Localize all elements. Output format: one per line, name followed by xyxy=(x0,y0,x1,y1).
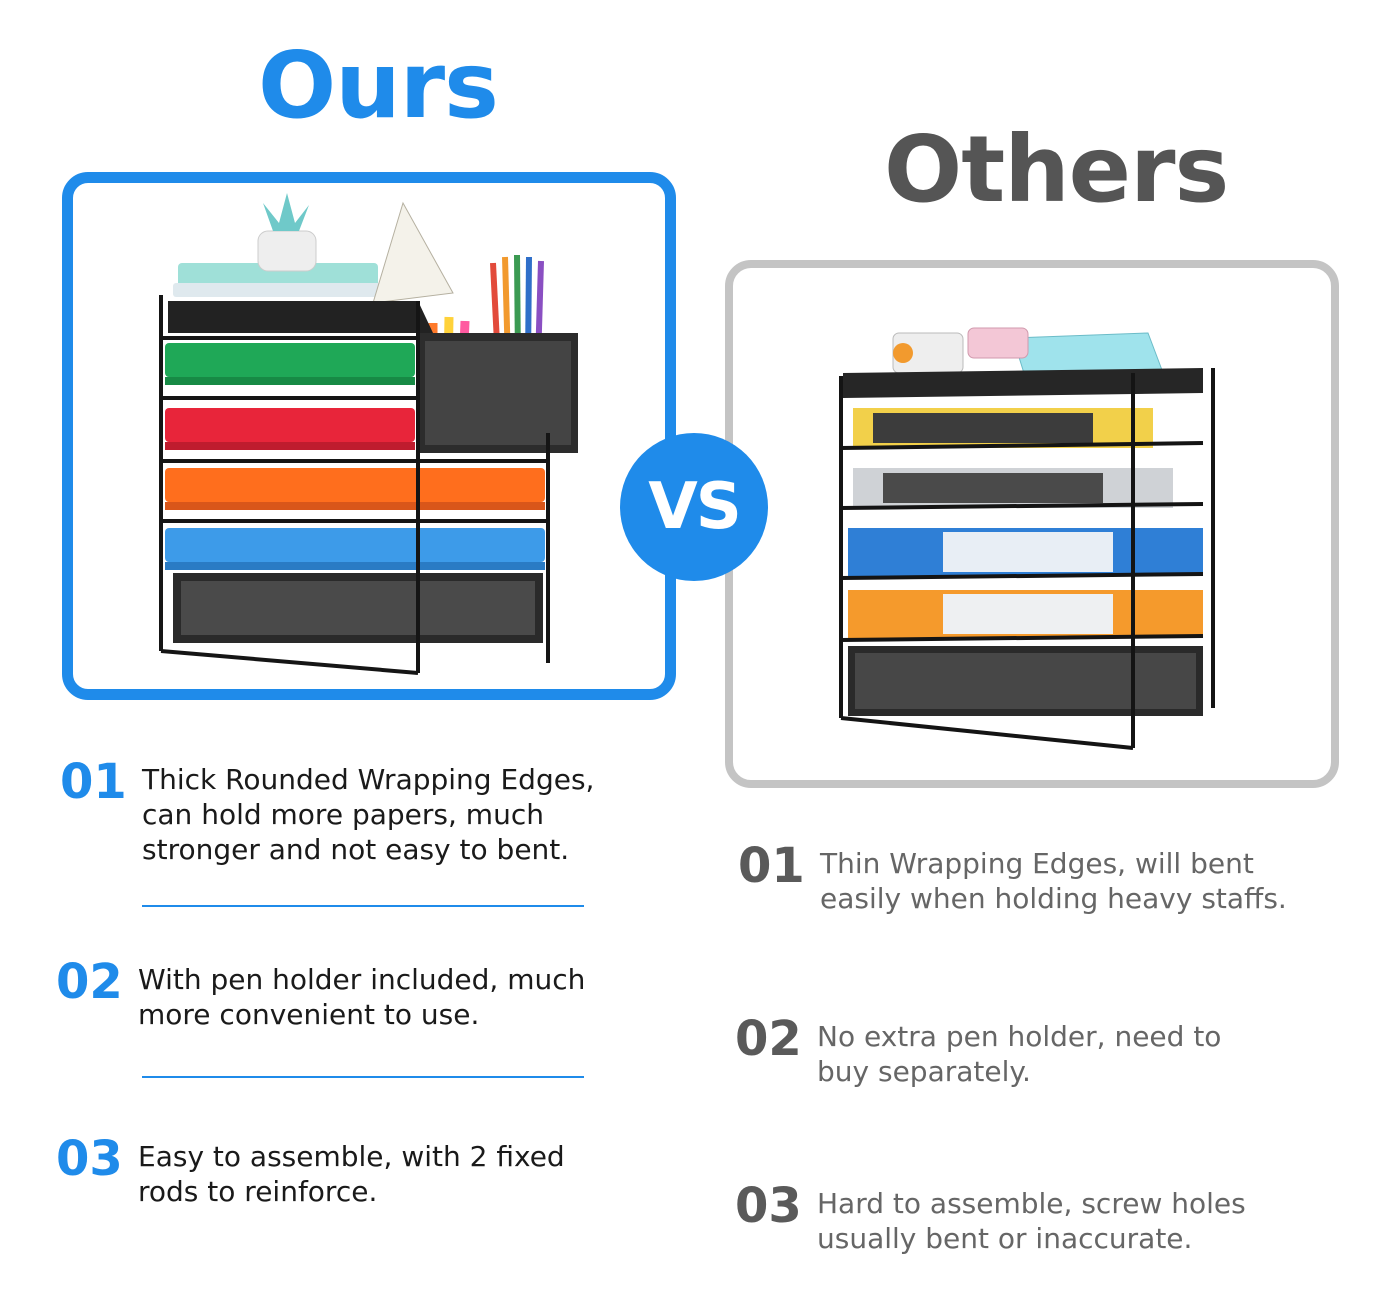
vs-label: VS xyxy=(648,470,742,544)
ours-divider-2 xyxy=(142,1076,584,1078)
ours-title: Ours xyxy=(258,32,499,139)
ours-divider-1 xyxy=(142,905,584,907)
feature-text: Thick Rounded Wrapping Edges, can hold m… xyxy=(142,763,595,866)
feature-number: 02 xyxy=(735,1011,802,1067)
feature-text: Hard to assemble, screw holes usually be… xyxy=(817,1187,1246,1255)
others-title: Others xyxy=(884,116,1229,223)
vs-badge: VS xyxy=(620,433,768,581)
others-organizer-photo xyxy=(839,327,1215,750)
feature-number: 01 xyxy=(60,754,127,810)
feature-number: 01 xyxy=(738,838,805,894)
ours-product-frame xyxy=(62,172,676,700)
feature-text: Thin Wrapping Edges, will bent easily wh… xyxy=(820,847,1287,915)
others-product-frame xyxy=(725,260,1339,788)
ours-organizer-photo xyxy=(159,193,578,675)
feature-number: 03 xyxy=(56,1131,123,1187)
feature-number: 03 xyxy=(735,1178,802,1234)
feature-text: Easy to assemble, with 2 fixed rods to r… xyxy=(138,1140,565,1208)
feature-text: With pen holder included, much more conv… xyxy=(138,963,586,1031)
feature-number: 02 xyxy=(56,954,123,1010)
feature-text: No extra pen holder, need to buy separat… xyxy=(817,1020,1222,1088)
